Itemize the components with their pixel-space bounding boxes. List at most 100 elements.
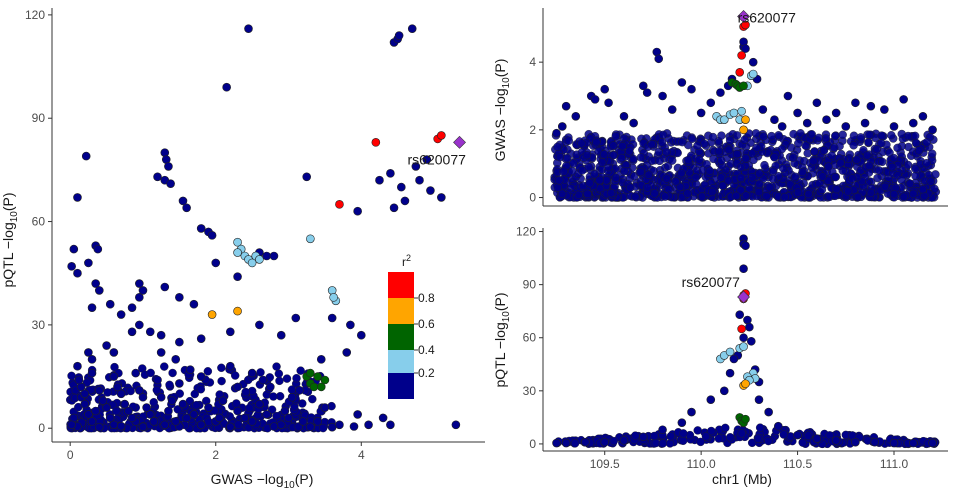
- gwas-ylabel-sub: 10: [501, 77, 512, 89]
- scatter-data-point: [105, 413, 115, 423]
- scatter-data-point: [302, 172, 312, 182]
- gwas-data-point: [600, 84, 610, 94]
- gwas-bg-point: [740, 135, 749, 144]
- gwas-bg-point: [880, 182, 890, 192]
- scatter-data-point: [73, 268, 82, 278]
- pqtl-bg-point: [678, 436, 688, 446]
- gwas-bg-point: [736, 173, 746, 182]
- gwas-bg-point: [650, 189, 659, 198]
- scatter-data-point: [255, 399, 264, 409]
- gwas-bg-point: [931, 170, 940, 179]
- gwas-bg-point: [662, 174, 671, 183]
- scatter-data-point: [375, 175, 384, 185]
- gwas-bg-point: [819, 146, 829, 155]
- gwas-bg-point: [849, 141, 858, 150]
- scatter-data-point: [167, 396, 177, 405]
- pqtl-data-point: [581, 437, 590, 447]
- gwas-data-point: [571, 112, 581, 121]
- scatter-data-point: [364, 420, 373, 430]
- pqtl-bg-point: [786, 432, 795, 441]
- scatter-bg-point: [160, 362, 169, 371]
- scatter-data-point: [233, 382, 242, 392]
- gwas-data-point: [654, 54, 664, 64]
- scatter-data-point: [80, 389, 90, 399]
- gwas-bg-point: [677, 168, 686, 178]
- gwas-bg-point: [569, 159, 578, 168]
- scatter-data-point: [240, 413, 250, 423]
- gwas-data-point: [642, 88, 652, 97]
- pqtl-bg-point: [753, 434, 763, 443]
- gwas-y-tick-label: 4: [529, 55, 536, 69]
- scatter-data-point: [95, 386, 104, 395]
- scatter-data-point: [225, 422, 235, 432]
- pqtl-data-point: [677, 418, 687, 427]
- scatter-data-point: [196, 372, 206, 381]
- scatter-data-point: [422, 155, 432, 164]
- scatter-data-point: [73, 361, 82, 371]
- scatter-data-point: [127, 327, 137, 337]
- scatter-x-tick-label: 0: [67, 448, 74, 462]
- gwas-bg-point: [748, 173, 757, 182]
- pqtl-y-tick-label: 90: [523, 278, 537, 292]
- gwas-bg-point: [856, 133, 865, 142]
- gwas-bg-point: [732, 149, 742, 159]
- gwas-bg-point: [843, 187, 853, 196]
- scatter-data-point: [400, 196, 410, 206]
- scatter-data-point: [138, 286, 148, 295]
- gwas-ticks: 0 2 4: [529, 55, 543, 205]
- gwas-bg-point: [926, 177, 935, 186]
- scatter-data-point: [153, 375, 162, 385]
- gwas-bg-point: [611, 132, 620, 141]
- scatter-bg-point: [190, 389, 199, 399]
- gwas-bg-point: [658, 130, 668, 140]
- scatter-data-point: [313, 417, 322, 426]
- gwas-bg-point: [562, 153, 572, 163]
- scatter-data-point: [451, 420, 461, 430]
- scatter-data-point: [138, 392, 148, 402]
- gwas-bg-point: [754, 187, 764, 197]
- gwas-bg-point: [592, 138, 601, 147]
- scatter-data-point: [105, 299, 115, 309]
- scatter-data-point: [185, 365, 195, 374]
- gwas-bg-point: [718, 181, 728, 191]
- gwas-points: [550, 10, 941, 202]
- gwas-bg-point: [683, 189, 692, 198]
- pqtl-data-point: [831, 436, 841, 445]
- scatter-data-point: [116, 310, 126, 319]
- scatter-x-tick-label: 4: [358, 448, 365, 462]
- scatter-data-point: [135, 293, 144, 302]
- gwas-bg-point: [662, 147, 671, 157]
- scatter-data-point: [437, 131, 446, 140]
- gwas-bg-point: [865, 161, 874, 171]
- gwas-bg-point: [724, 176, 733, 185]
- gwas-bg-point: [838, 166, 847, 175]
- pqtl-data-point: [638, 432, 648, 442]
- gwas-bg-point: [747, 149, 757, 158]
- gwas-bg-point: [770, 153, 779, 162]
- pqtl-x-axis-title: chr1 (Mb): [712, 471, 772, 487]
- pqtl-ylabel-sub: 10: [501, 311, 512, 323]
- gwas-data-point: [802, 118, 812, 128]
- gwas-bg-point: [778, 164, 788, 173]
- scatter-data-point: [353, 206, 362, 216]
- pqtl-data-point: [741, 379, 750, 389]
- gwas-bg-point: [807, 130, 816, 139]
- scatter-data-point: [124, 406, 133, 416]
- gwas-data-point: [741, 115, 750, 124]
- pqtl-x-tick-label: 110.0: [687, 457, 716, 471]
- gwas-lead-label: rs620077: [738, 9, 797, 25]
- gwas-bg-point: [564, 136, 574, 145]
- gwas-bg-point: [625, 146, 634, 156]
- pqtl-points: [552, 234, 940, 449]
- gwas-bg-point: [911, 171, 920, 181]
- gwas-bg-point: [920, 191, 929, 201]
- scatter-data-point: [316, 382, 326, 392]
- gwas-bg-point: [643, 183, 652, 192]
- gwas-bg-point: [818, 172, 827, 181]
- gwas-bg-point: [824, 162, 833, 171]
- gwas-bg-point: [914, 146, 924, 155]
- scatter-data-point: [84, 258, 93, 268]
- scatter-bg-point: [296, 366, 305, 375]
- scatter-data-point: [269, 251, 279, 261]
